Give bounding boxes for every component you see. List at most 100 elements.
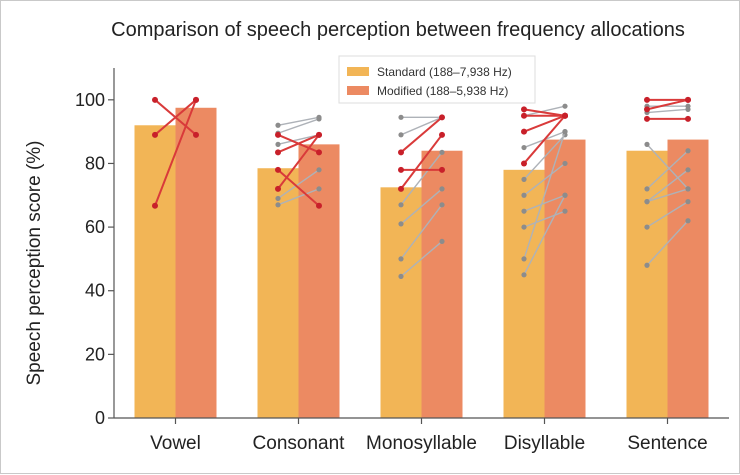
participant-point-modified-gray [685, 148, 691, 154]
bar-modified-monosyllable [421, 150, 463, 418]
participant-point-modified-gray [562, 129, 568, 135]
participant-point-modified-gray [685, 167, 691, 173]
participant-point-modified-gray [316, 116, 322, 122]
participant-point-modified-gray [562, 160, 568, 167]
participant-point-standard-gray [275, 202, 281, 208]
x-tick-label-consonant: Consonant [253, 433, 346, 454]
participant-line-gray [277, 169, 320, 200]
participant-line-gray [646, 150, 689, 190]
participant-line-highlight [154, 99, 197, 136]
participant-point-standard-highlight [275, 149, 281, 156]
participant-line-highlight [523, 114, 566, 133]
participant-point-standard-gray [521, 272, 527, 278]
axes-layer: 0 20 40 60 80 100 Vowel Consonant Monosyllable Di… [75, 68, 729, 454]
legend-swatch-standard [347, 67, 369, 76]
participant-point-standard-highlight [398, 166, 404, 173]
participant-point-standard-gray [275, 122, 281, 128]
participant-point-modified-gray [562, 192, 568, 198]
participant-point-standard-highlight [275, 131, 281, 138]
participant-point-standard-highlight [275, 185, 281, 192]
participant-line-highlight [277, 133, 320, 154]
bar-modified-consonant [298, 144, 340, 418]
participant-point-standard-gray [644, 262, 650, 268]
participant-line-gray [400, 151, 443, 206]
participant-point-standard-gray [521, 176, 527, 182]
participant-line-gray [646, 108, 689, 114]
participant-point-standard-gray [398, 256, 404, 262]
participant-point-standard-gray [644, 186, 650, 192]
participant-line-gray [646, 143, 689, 190]
bar-standard-disyllable [503, 169, 545, 418]
legend-box [338, 55, 536, 104]
participant-point-modified-gray [562, 103, 568, 109]
y-tick-label: 40 [85, 281, 105, 301]
participant-point-standard-highlight [521, 128, 527, 135]
participant-point-standard-highlight [644, 106, 650, 113]
participant-point-standard-gray [398, 132, 404, 138]
participant-line-gray [400, 116, 443, 136]
participant-point-standard-highlight [521, 112, 527, 119]
participant-line-gray [523, 162, 566, 196]
participant-point-modified-highlight [193, 131, 199, 138]
participant-line-gray [277, 188, 320, 206]
y-tick-label: 80 [85, 153, 105, 173]
participant-line-gray [400, 204, 443, 260]
participant-point-modified-gray [685, 199, 691, 205]
bar-modified-disyllable [544, 139, 586, 418]
participant-line-gray [646, 201, 689, 228]
participant-line-highlight [523, 108, 566, 117]
participant-line-highlight [400, 134, 443, 190]
x-tick-label-disyllable: Disyllable [504, 433, 585, 454]
bar-standard-consonant [257, 168, 299, 418]
participant-point-standard-gray [521, 192, 527, 198]
participant-point-standard-highlight [521, 106, 527, 113]
participant-line-gray [523, 194, 566, 276]
participant-point-standard-gray [644, 224, 650, 230]
participant-line-gray [277, 118, 320, 134]
participant-point-modified-highlight [439, 166, 445, 173]
participant-point-standard-gray [644, 199, 650, 205]
participant-line-gray [400, 188, 443, 225]
participant-point-standard-highlight [398, 185, 404, 192]
participant-point-modified-highlight [439, 131, 445, 138]
participant-point-modified-highlight [562, 112, 568, 119]
participant-line-gray [523, 134, 566, 180]
participant-point-standard-gray [521, 224, 527, 230]
participant-point-modified-gray [439, 186, 445, 192]
participant-point-standard-gray [521, 208, 527, 214]
participant-line-gray [523, 131, 566, 260]
participant-line-gray [646, 220, 689, 266]
participant-point-standard-gray [521, 256, 527, 262]
participant-point-modified-gray [439, 238, 445, 245]
legend: Standard (188–7,938 Hz) Modified (188–5,… [338, 55, 536, 104]
participant-point-modified-gray [316, 186, 322, 192]
participant-line-gray [523, 105, 566, 117]
participant-point-standard-gray [398, 221, 404, 227]
participant-point-standard-highlight [152, 202, 158, 209]
participant-point-standard-gray [398, 273, 404, 280]
participant-line-highlight [277, 169, 320, 207]
x-tick-label-sentence: Sentence [627, 433, 707, 454]
participant-line-highlight [154, 99, 197, 207]
participant-line-highlight [400, 116, 443, 154]
participant-point-standard-gray [275, 195, 281, 202]
participant-line-gray [646, 188, 689, 203]
participant-point-standard-highlight [152, 96, 158, 103]
y-tick-label: 20 [85, 344, 105, 364]
participant-point-modified-highlight [316, 131, 322, 138]
bar-modified-vowel [175, 107, 217, 418]
participant-line-highlight [277, 134, 320, 190]
participant-point-standard-highlight [521, 160, 527, 167]
participant-line-gray [523, 210, 566, 228]
x-tick-label-monosyllable: Monosyllable [366, 433, 477, 454]
y-axis-label: Speech perception score (%) [24, 140, 45, 385]
participant-point-standard-gray [521, 144, 527, 151]
participant-point-standard-gray [275, 141, 281, 147]
participant-point-standard-gray [644, 141, 650, 147]
participant-point-modified-gray [316, 167, 322, 173]
participant-point-modified-highlight [685, 115, 691, 122]
participant-point-modified-gray [685, 106, 691, 112]
participant-point-modified-highlight [316, 149, 322, 156]
participant-line-highlight [646, 98, 689, 111]
